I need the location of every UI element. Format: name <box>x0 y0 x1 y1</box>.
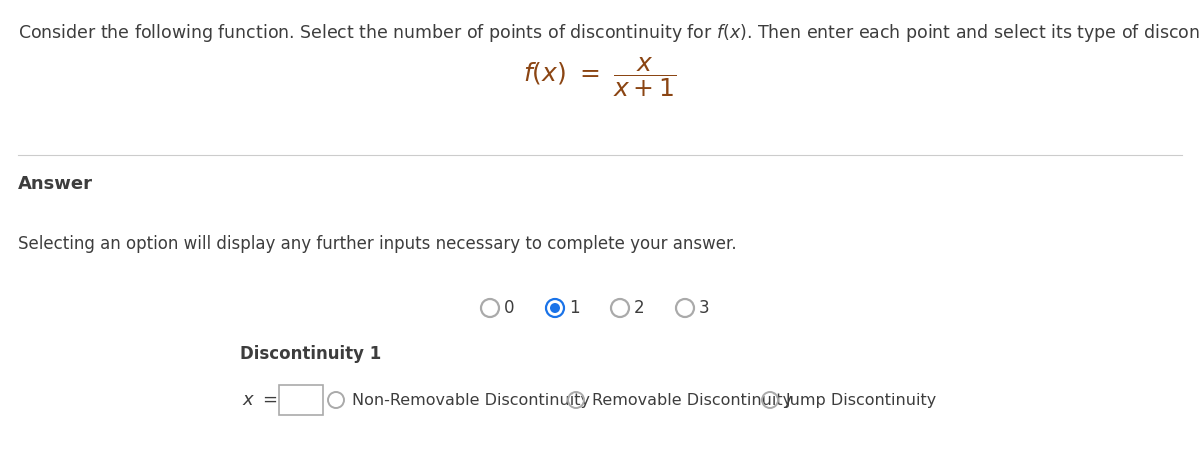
Text: Selecting an option will display any further inputs necessary to complete your a: Selecting an option will display any fur… <box>18 235 737 253</box>
Text: -1: -1 <box>292 391 310 409</box>
Text: 1: 1 <box>569 299 580 317</box>
Circle shape <box>550 303 560 313</box>
Text: 0: 0 <box>504 299 515 317</box>
Text: Consider the following function. Select the number of points of discontinuity fo: Consider the following function. Select … <box>18 22 1200 44</box>
Text: 3: 3 <box>698 299 709 317</box>
Text: Jump Discontinuity: Jump Discontinuity <box>786 392 937 407</box>
Text: $x\ =$: $x\ =$ <box>242 391 277 409</box>
Text: Answer: Answer <box>18 175 94 193</box>
Text: 2: 2 <box>634 299 644 317</box>
Text: Discontinuity 1: Discontinuity 1 <box>240 345 382 363</box>
Text: Removable Discontinuity: Removable Discontinuity <box>592 392 792 407</box>
Text: Non-Removable Discontinuity: Non-Removable Discontinuity <box>352 392 590 407</box>
FancyBboxPatch shape <box>278 385 323 415</box>
Text: $f(x)\ =\ \dfrac{x}{x+1}$: $f(x)\ =\ \dfrac{x}{x+1}$ <box>523 55 677 99</box>
